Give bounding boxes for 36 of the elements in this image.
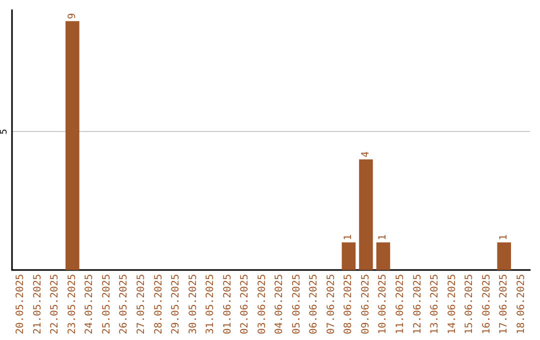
x-tick-label: 30.05.2025 bbox=[188, 274, 199, 334]
data-label: 9 bbox=[66, 13, 78, 20]
x-tick-label: 25.05.2025 bbox=[101, 274, 112, 334]
x-tick-label: 27.05.2025 bbox=[136, 274, 147, 334]
x-tick-label: 29.05.2025 bbox=[170, 274, 182, 334]
x-tick-label: 13.06.2025 bbox=[430, 274, 441, 334]
x-tick-label: 04.06.2025 bbox=[274, 274, 286, 334]
x-tick-label: 20.05.2025 bbox=[15, 274, 26, 334]
x-tick-label: 23.05.2025 bbox=[66, 274, 78, 334]
x-tick-label: 22.05.2025 bbox=[50, 274, 61, 334]
x-tick-label: 28.05.2025 bbox=[153, 274, 164, 334]
x-tick-label: 01.06.2025 bbox=[222, 274, 234, 334]
x-tick-label: 18.06.2025 bbox=[516, 274, 527, 334]
x-tick-label: 21.05.2025 bbox=[32, 274, 44, 334]
data-label: 4 bbox=[360, 151, 372, 158]
x-tick-label: 11.06.2025 bbox=[395, 274, 406, 334]
x-tick-label: 07.06.2025 bbox=[326, 274, 337, 334]
x-tick-label: 06.06.2025 bbox=[308, 274, 320, 334]
x-tick-label: 02.06.2025 bbox=[240, 274, 251, 334]
x-tick-label: 14.06.2025 bbox=[446, 274, 458, 334]
x-tick-label: 05.06.2025 bbox=[291, 274, 302, 334]
x-tick-label: 24.05.2025 bbox=[84, 274, 96, 334]
y-tick-label: 5 bbox=[0, 128, 10, 135]
x-tick-label: 26.05.2025 bbox=[118, 274, 130, 334]
x-tick-label: 03.06.2025 bbox=[256, 274, 268, 334]
data-label: 1 bbox=[343, 234, 354, 240]
x-tick-label: 15.06.2025 bbox=[464, 274, 476, 334]
x-tick-label: 08.06.2025 bbox=[343, 274, 354, 334]
x-tick-label: 10.06.2025 bbox=[378, 274, 389, 334]
x-tick-label: 17.06.2025 bbox=[498, 274, 510, 334]
x-tick-label: 09.06.2025 bbox=[360, 274, 372, 334]
data-label: 1 bbox=[378, 234, 389, 240]
x-tick-label: 31.05.2025 bbox=[205, 274, 216, 334]
x-tick-label: 12.06.2025 bbox=[412, 274, 424, 334]
x-tick-label: 16.06.2025 bbox=[481, 274, 492, 334]
data-label: 1 bbox=[498, 234, 510, 240]
